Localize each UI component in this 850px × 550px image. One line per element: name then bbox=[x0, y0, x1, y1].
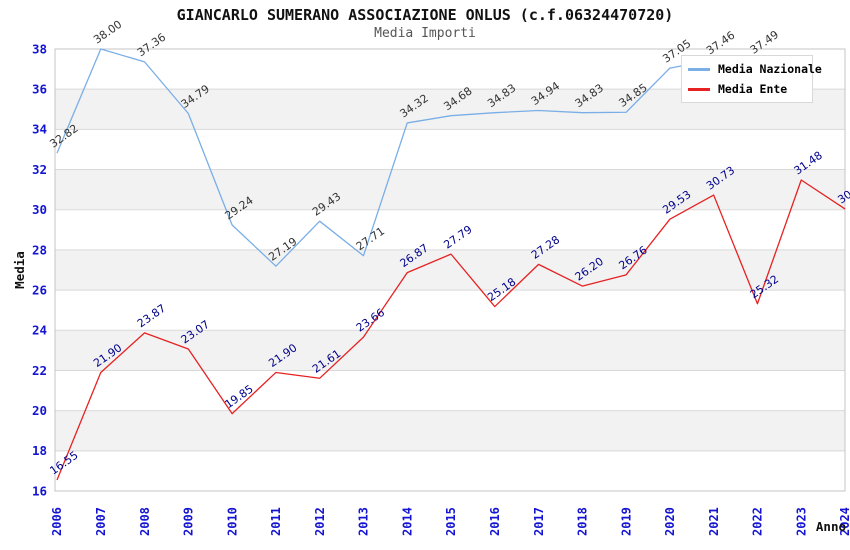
plot-band bbox=[55, 249, 845, 291]
x-tick-label: 2009 bbox=[182, 507, 196, 536]
legend-label: Media Nazionale bbox=[718, 62, 822, 76]
x-tick-label: 2011 bbox=[269, 507, 283, 536]
legend-label: Media Ente bbox=[718, 82, 788, 96]
x-tick-label: 2022 bbox=[751, 507, 765, 536]
y-tick-label: 30 bbox=[32, 202, 47, 217]
y-tick-label: 26 bbox=[32, 282, 47, 297]
chart-title: GIANCARLO SUMERANO ASSOCIAZIONE ONLUS (c… bbox=[176, 6, 674, 24]
y-tick-label: 20 bbox=[32, 403, 47, 418]
x-tick-label: 2015 bbox=[444, 507, 458, 536]
plot-band bbox=[55, 129, 845, 170]
plot-border bbox=[54, 48, 846, 492]
x-tick-label: 2016 bbox=[488, 507, 502, 536]
y-tick-label: 34 bbox=[32, 122, 47, 137]
y-tick-label: 16 bbox=[32, 483, 47, 498]
media-ente-swatch bbox=[688, 87, 710, 91]
x-tick-label: 2020 bbox=[663, 507, 677, 536]
y-tick-label: 28 bbox=[32, 242, 47, 257]
x-tick-label: 2008 bbox=[138, 507, 152, 536]
y-tick-label: 32 bbox=[32, 162, 47, 177]
y-tick-label: 38 bbox=[32, 41, 47, 56]
x-tick-label: 2007 bbox=[94, 507, 108, 536]
y-tick-label: 22 bbox=[32, 363, 47, 378]
x-axis-title: Anno bbox=[816, 519, 846, 534]
plot-band bbox=[55, 330, 845, 371]
plot-band bbox=[55, 410, 845, 451]
media-nazionale-line bbox=[56, 48, 758, 267]
x-tick-label: 2019 bbox=[619, 507, 633, 536]
plot-band bbox=[55, 290, 845, 331]
x-tick-label: 2012 bbox=[313, 507, 327, 536]
y-tick-label: 24 bbox=[32, 323, 47, 338]
media-nazionale-swatch bbox=[688, 67, 710, 71]
x-tick-label: 2021 bbox=[707, 507, 721, 536]
media-nazionale-point-label: 38.00 bbox=[91, 18, 124, 47]
x-tick-label: 2023 bbox=[794, 507, 808, 536]
chart-subtitle: Media Importi bbox=[374, 26, 476, 41]
x-tick-label: 2010 bbox=[225, 507, 239, 536]
media-ente-line bbox=[56, 179, 846, 481]
legend-item-media-nazionale: Media Nazionale bbox=[688, 62, 822, 76]
legend-item-media-ente: Media Ente bbox=[688, 82, 806, 96]
plot-band bbox=[55, 450, 845, 491]
x-tick-label: 2014 bbox=[400, 507, 414, 536]
y-tick-label: 18 bbox=[32, 443, 47, 458]
x-tick-label: 2024 bbox=[838, 507, 850, 536]
plot-band bbox=[55, 209, 845, 250]
x-tick-label: 2018 bbox=[576, 507, 590, 536]
legend-box: Media Nazionale Media Ente bbox=[681, 55, 822, 103]
plot-band bbox=[55, 370, 845, 411]
y-axis-title: Media bbox=[12, 251, 27, 289]
x-tick-label: 2017 bbox=[532, 507, 546, 536]
x-tick-label: 2013 bbox=[357, 507, 371, 536]
x-tick-label: 2006 bbox=[50, 507, 64, 536]
plot-band bbox=[55, 169, 845, 210]
y-tick-label: 36 bbox=[32, 82, 47, 97]
